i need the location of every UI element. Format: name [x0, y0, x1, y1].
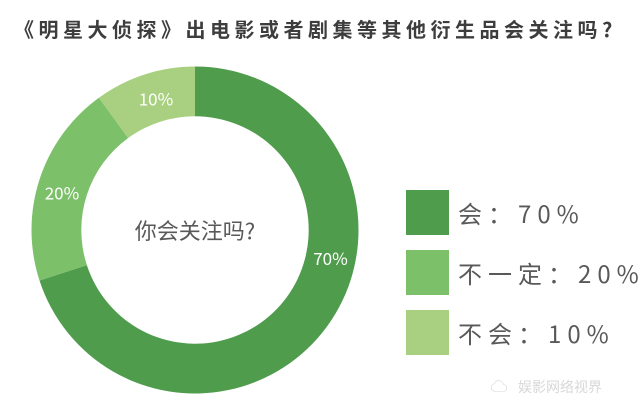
- svg-text:20%: 20%: [45, 180, 80, 205]
- svg-text:10%: 10%: [139, 86, 174, 111]
- svg-text:70%: 70%: [313, 245, 348, 270]
